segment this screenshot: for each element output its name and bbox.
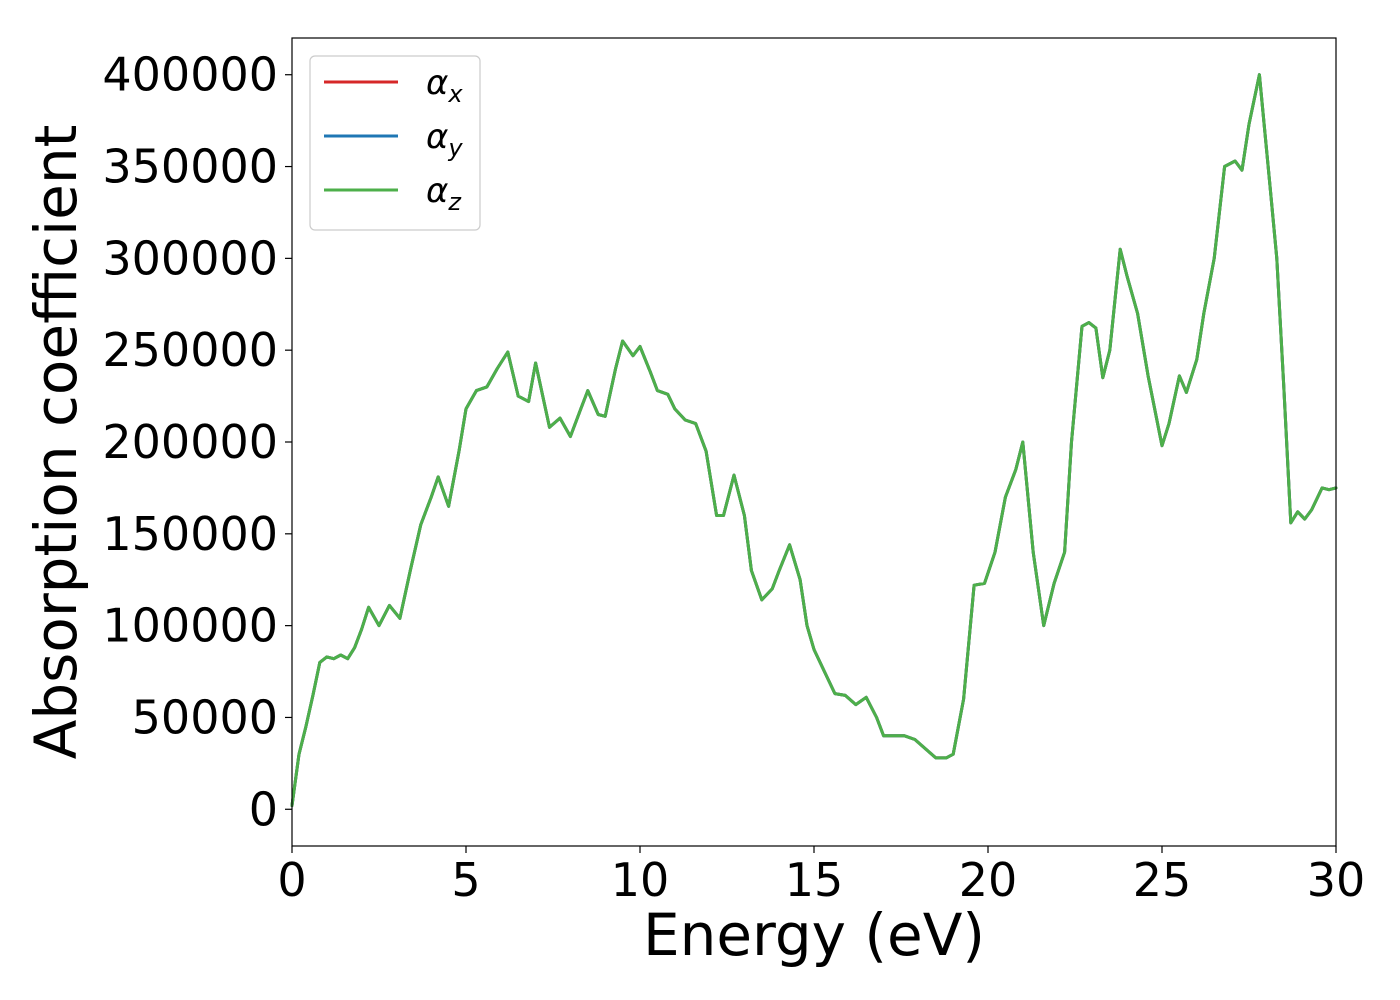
- y-axis-title: Absorption coefficient: [22, 125, 90, 760]
- x-tick-label: 30: [1307, 853, 1366, 907]
- y-tick-label: 50000: [132, 690, 278, 744]
- legend-label-1: αy: [426, 117, 463, 162]
- y-tick-label: 350000: [102, 140, 278, 194]
- x-axis-ticks: 0 5 10 15 20 25 30: [277, 846, 1365, 907]
- y-axis-ticks: 0 50000 100000 150000 200000 250000 300000 3500…: [102, 48, 292, 836]
- y-tick-label: 400000: [102, 48, 278, 102]
- x-tick-label: 10: [611, 853, 670, 907]
- series-layer: [290, 73, 1338, 808]
- y-tick-label: 100000: [102, 599, 278, 653]
- y-tick-label: 300000: [102, 231, 278, 285]
- legend-label-2: αz: [426, 171, 462, 216]
- y-tick-label: 200000: [102, 415, 278, 469]
- y-tick-label: 150000: [102, 507, 278, 561]
- legend: αx αy αz: [309, 55, 481, 231]
- y-tick-label: 250000: [102, 323, 278, 377]
- y-tick-label: 0: [249, 782, 278, 836]
- series-line-2: [290, 73, 1338, 808]
- x-axis-title: Energy (eV): [643, 901, 985, 969]
- legend-box: [309, 55, 481, 231]
- x-tick-label: 5: [451, 853, 480, 907]
- legend-label-0: αx: [426, 63, 463, 108]
- x-tick-label: 25: [1133, 853, 1192, 907]
- x-tick-label: 15: [785, 853, 844, 907]
- x-tick-label: 0: [277, 853, 306, 907]
- x-tick-label: 20: [959, 853, 1018, 907]
